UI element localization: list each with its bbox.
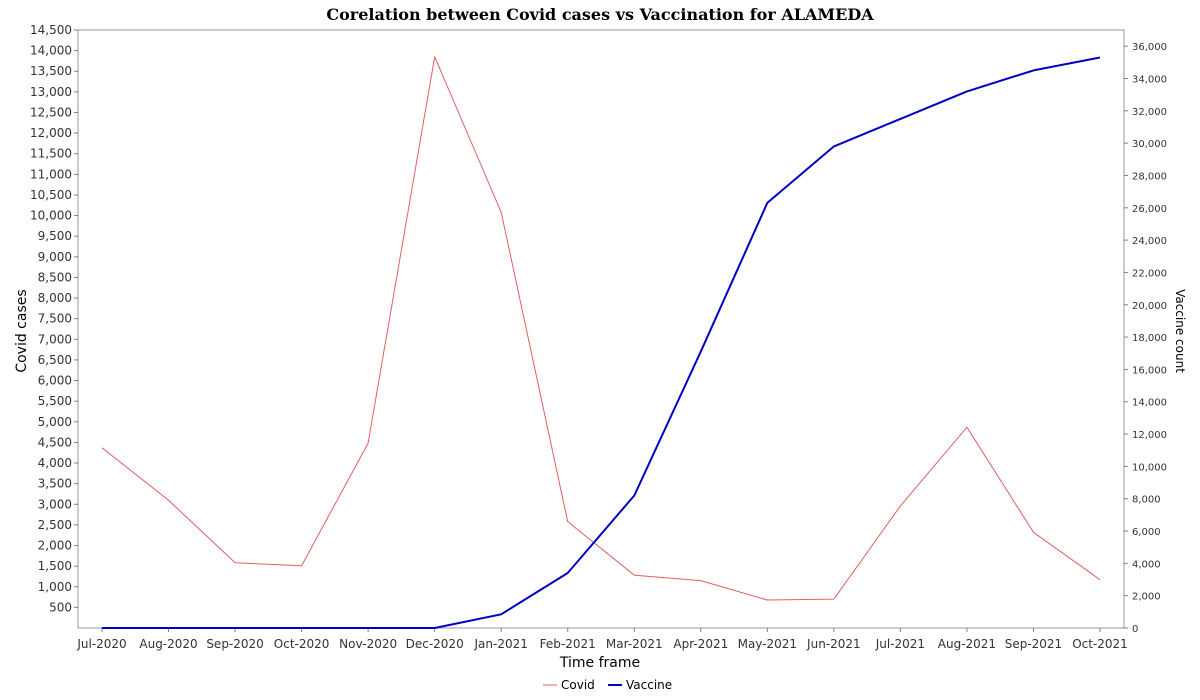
x-tick-label: Jul-2020 [76,637,126,651]
y2-tick-label: 6,000 [1132,527,1161,538]
x-tick-label: Jul-2021 [875,637,925,651]
series-line-covid [101,56,1101,601]
y-tick-label: 10,500 [30,188,72,202]
y2-tick-label: 8,000 [1132,495,1161,506]
y2-tick-label: 32,000 [1132,107,1167,118]
y-tick-label: 1,500 [38,559,72,573]
y-tick-label: 9,500 [38,229,72,243]
y-tick-label: 14,000 [30,44,72,58]
legend-label-vaccine: Vaccine [626,678,672,692]
y-tick-label: 10,000 [30,209,72,223]
series-line-vaccine [102,56,1101,629]
y-tick-label: 500 [49,600,72,614]
series [101,56,1101,629]
y-tick-label: 8,500 [38,270,72,284]
y-tick-label: 11,000 [30,167,72,181]
y2-tick-label: 30,000 [1132,139,1167,150]
y2-tick-label: 20,000 [1132,301,1167,312]
x-tick-label: Oct-2021 [1072,637,1128,651]
chart-title: Corelation between Covid cases vs Vaccin… [326,5,874,24]
x-axis-ticks: Jul-2020 Aug-2020 Sep-2020 Oct-2020 Nov-2020… [76,628,1128,651]
y-tick-label: 8,000 [38,291,72,305]
legend-label-covid: Covid [561,678,595,692]
x-axis-label: Time frame [559,655,640,671]
y-tick-label: 7,500 [38,312,72,326]
y-tick-label: 14,500 [30,23,72,37]
x-tick-label: Sep-2020 [206,637,264,651]
x-tick-label: Jan-2021 [474,637,528,651]
y-tick-label: 11,500 [30,147,72,161]
y-axis-label: Covid cases [14,289,30,372]
y-tick-label: 2,000 [38,539,72,553]
x-tick-label: Mar-2021 [606,637,663,651]
x-tick-label: Aug-2021 [938,637,996,651]
y-tick-label: 13,000 [30,85,72,99]
right-axis-ticks: 0 2,000 4,000 6,000 8,000 10,000 12,000 14,000 1… [1124,42,1167,635]
y2-tick-label: 22,000 [1132,268,1167,279]
y2-tick-label: 16,000 [1132,365,1167,376]
y2-tick-label: 10,000 [1132,462,1167,473]
y-tick-label: 3,000 [38,497,72,511]
y2-tick-label: 18,000 [1132,333,1167,344]
y2-tick-label: 34,000 [1132,74,1167,85]
x-tick-label: Oct-2020 [274,637,330,651]
y-tick-label: 4,000 [38,456,72,470]
y-tick-label: 7,000 [38,332,72,346]
axes [77,29,1125,629]
legend: Covid Vaccine [543,678,672,692]
left-axis-ticks: 500 1,000 1,500 2,000 2,500 3,000 3,500 4,000 4,… [30,23,78,614]
y2-tick-label: 26,000 [1132,204,1167,215]
y2-tick-label: 2,000 [1132,592,1161,603]
y-tick-label: 9,000 [38,250,72,264]
x-tick-label: Dec-2020 [406,637,464,651]
x-tick-label: Feb-2021 [540,637,596,651]
y2-tick-label: 24,000 [1132,236,1167,247]
y-tick-label: 4,500 [38,435,72,449]
y2-axis-label: Vaccine count [1173,289,1187,373]
y-tick-label: 13,500 [30,64,72,78]
x-tick-label: Jun-2021 [806,637,861,651]
y-tick-label: 6,000 [38,374,72,388]
y2-tick-label: 36,000 [1132,42,1167,53]
y-tick-label: 5,000 [38,415,72,429]
plot-area [77,29,1125,629]
y2-tick-label: 14,000 [1132,398,1167,409]
x-tick-label: Sep-2021 [1005,637,1063,651]
y-tick-label: 3,500 [38,477,72,491]
y-tick-label: 12,000 [30,126,72,140]
y-tick-label: 2,500 [38,518,72,532]
x-tick-label: May-2021 [738,637,797,651]
x-tick-label: Aug-2020 [139,637,197,651]
x-tick-label: Apr-2021 [673,637,728,651]
y2-tick-label: 12,000 [1132,430,1167,441]
y2-tick-label: 4,000 [1132,559,1161,570]
y-tick-label: 12,500 [30,105,72,119]
y-tick-label: 5,500 [38,394,72,408]
y2-tick-label: 0 [1132,624,1138,635]
y-tick-label: 6,500 [38,353,72,367]
y2-tick-label: 28,000 [1132,171,1167,182]
x-tick-label: Nov-2020 [339,637,397,651]
y-tick-label: 1,000 [38,580,72,594]
